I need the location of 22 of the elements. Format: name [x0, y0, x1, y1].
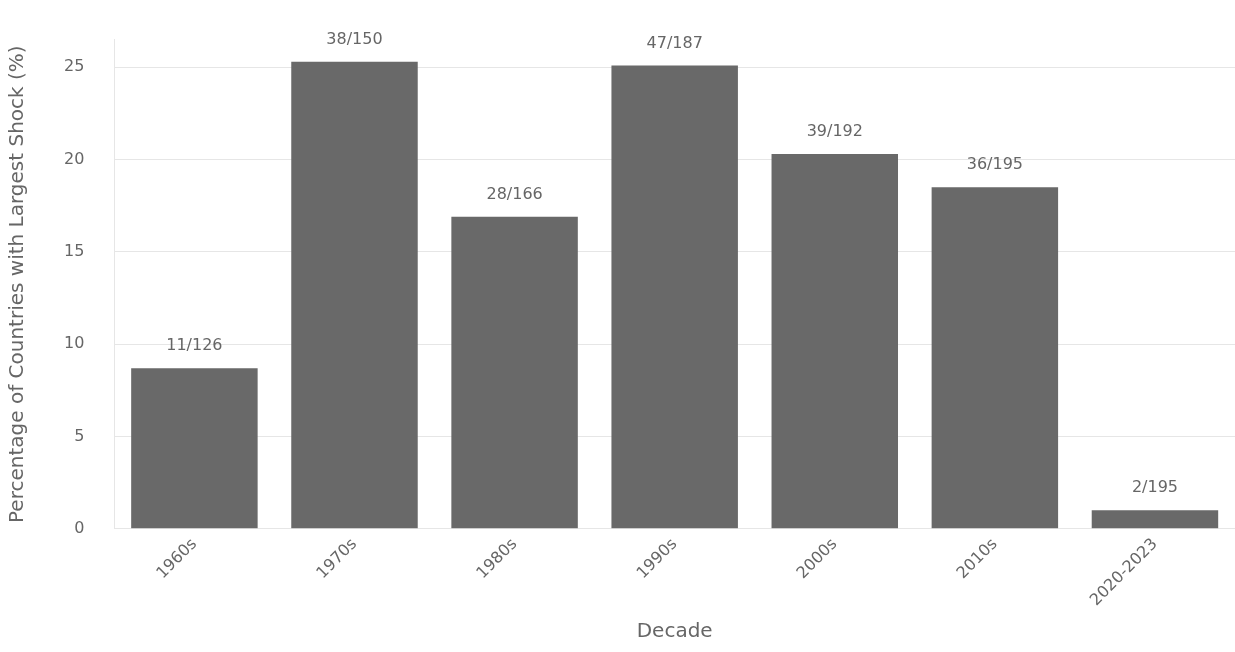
- y-tick-label: 10: [64, 333, 85, 353]
- bar: [771, 154, 899, 529]
- y-tick-label: 25: [64, 56, 85, 76]
- data-label: 39/192: [806, 121, 863, 141]
- y-tick-label: 0: [74, 517, 85, 537]
- y-axis-title: Percentage of Countries with Largest Shock (%): [4, 45, 29, 523]
- y-tick-label: 15: [64, 241, 85, 261]
- data-label: 38/150: [326, 28, 383, 48]
- data-label: 28/166: [486, 183, 543, 203]
- bar: [131, 368, 258, 529]
- data-label: 11/126: [166, 335, 223, 355]
- x-axis-title: Decade: [636, 618, 713, 643]
- y-tick-label: 20: [64, 148, 85, 168]
- data-label: 2/195: [1131, 477, 1179, 497]
- bar: [291, 61, 418, 529]
- y-tick-label: 5: [74, 425, 85, 445]
- bar: [611, 65, 738, 529]
- data-label: 36/195: [966, 154, 1024, 174]
- data-label: 47/187: [646, 32, 703, 52]
- bar: [931, 187, 1059, 529]
- bar: [451, 216, 578, 529]
- bar: [1091, 510, 1219, 529]
